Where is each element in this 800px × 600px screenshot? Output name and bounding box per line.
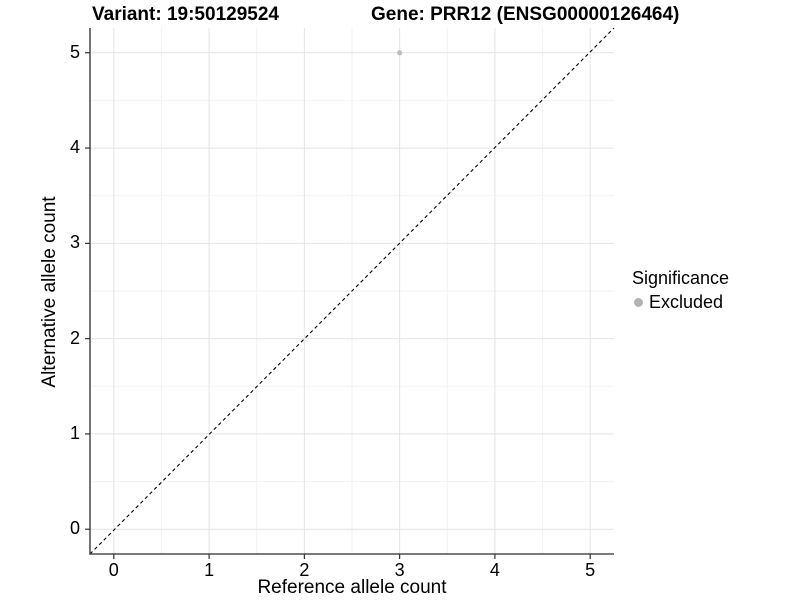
legend-entry-label: Excluded [649,292,724,312]
x-tick-label: 1 [204,560,215,580]
x-axis-title: Reference allele count [257,577,447,598]
identity-dashed-line [89,27,615,555]
plot-title-variant: Variant: 19:50129524 [92,4,279,25]
legend-entry: Excluded [632,292,729,313]
y-tick-label: 4 [69,137,80,158]
x-tick-label: 4 [489,560,500,580]
legend-title: Significance [632,268,730,288]
y-tick-label: 0 [69,518,80,539]
legend: Significance Excluded [632,268,729,313]
legend-entries: Excluded [632,292,729,313]
y-tick-label: 5 [69,41,80,62]
y-tick-label: 2 [69,327,80,348]
x-tick-label: 5 [585,560,596,580]
x-tick-label: 0 [108,560,119,580]
x-tick-label: 3 [394,560,405,580]
y-tick-label: 3 [69,232,80,253]
data-point-excluded [397,50,403,56]
plot-title-gene: Gene: PRR12 (ENSG00000126464) [371,4,680,25]
y-tick-label: 1 [69,422,80,443]
legend-key-dot-icon [634,298,643,307]
x-tick-label: 2 [299,560,310,580]
y-axis-title: Alternative allele count [39,196,60,388]
